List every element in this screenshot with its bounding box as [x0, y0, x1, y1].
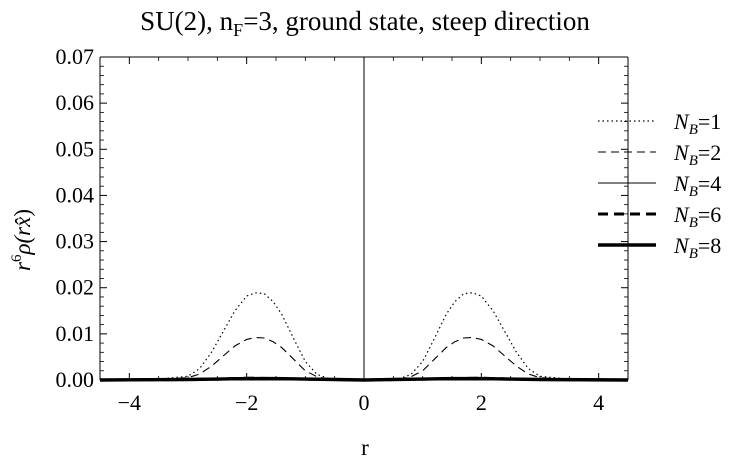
chart-title: SU(2), nF=3, ground state, steep directi… — [140, 6, 590, 40]
legend: NB=1NB=2NB=4NB=6NB=8 — [598, 109, 721, 262]
series-lines — [99, 292, 629, 382]
x-tick-label: −2 — [235, 390, 258, 415]
y-tick-label: 0.07 — [56, 44, 95, 69]
y-tick-label: 0.01 — [56, 321, 95, 346]
x-tick-label: 2 — [476, 390, 487, 415]
legend-label-2: NB=2 — [673, 140, 721, 169]
plot-frame — [99, 56, 629, 381]
x-tick-label: −4 — [118, 390, 141, 415]
y-axis-label: r6ρ(rx̂) — [9, 209, 35, 271]
legend-label-5: NB=8 — [673, 233, 721, 262]
y-tick-label: 0.06 — [56, 90, 95, 115]
y-tick-label: 0.05 — [56, 136, 95, 161]
x-tick-label: 0 — [359, 390, 370, 415]
x-axis-label: r — [361, 435, 369, 460]
y-tick-label: 0.04 — [56, 182, 95, 207]
legend-label-3: NB=4 — [673, 171, 721, 200]
x-axis-ticks: −4 −2 0 2 4 — [99, 57, 629, 415]
y-tick-label: 0.03 — [56, 229, 95, 254]
legend-label-4: NB=6 — [673, 202, 721, 231]
legend-label-1: NB=1 — [673, 109, 721, 138]
y-axis-ticks: 0.00 0.01 0.02 0.03 0.04 0.05 0.06 0.07 — [56, 44, 628, 392]
x-tick-label: 4 — [593, 390, 604, 415]
series-line-5 — [99, 376, 629, 382]
y-tick-label: 0.00 — [56, 367, 95, 392]
y-tick-label: 0.02 — [56, 275, 95, 300]
title-subscript: F — [233, 20, 243, 40]
